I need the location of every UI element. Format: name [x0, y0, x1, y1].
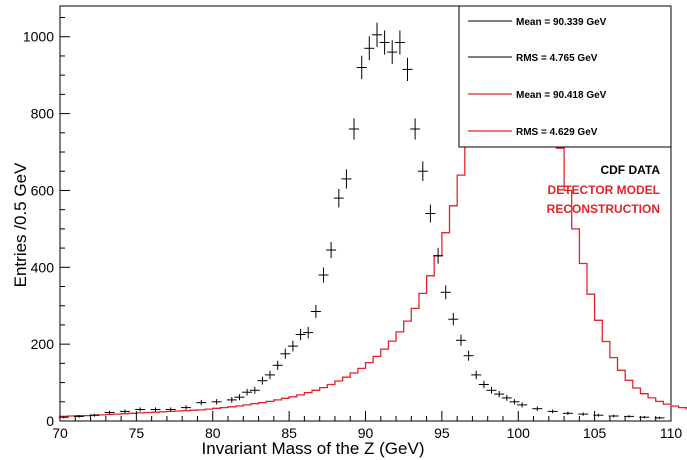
data-point	[532, 406, 543, 411]
data-point	[639, 415, 650, 419]
data-point	[272, 360, 283, 370]
data-point	[402, 57, 413, 81]
data-point	[440, 285, 451, 300]
data-point	[410, 118, 421, 140]
x-tick-label: 90	[358, 425, 374, 441]
data-point	[135, 407, 146, 412]
axes: 70 75 80 85 90 95 100 105 110 0 200 400 600 800 1000	[23, 17, 683, 441]
data-point	[387, 40, 398, 64]
x-tick-label: 95	[434, 425, 450, 441]
data-point	[364, 36, 375, 61]
data-point	[517, 402, 528, 408]
data-point	[181, 405, 191, 410]
x-tick-label: 105	[583, 425, 607, 441]
data-point	[257, 376, 268, 385]
data-point	[478, 380, 489, 389]
y-tick-label: 800	[31, 106, 55, 122]
data-point	[226, 397, 237, 403]
data-point	[234, 394, 245, 401]
x-tick-label: 85	[281, 425, 297, 441]
data-point	[280, 348, 291, 359]
data-point	[417, 161, 428, 181]
data-point	[326, 241, 337, 259]
data-point	[509, 399, 520, 405]
data-point	[456, 334, 466, 346]
data-point	[150, 407, 161, 412]
x-axis-title: Invariant Mass of the Z (GeV)	[202, 439, 425, 458]
data-point	[471, 370, 482, 380]
legend-label-data-rms: RMS = 4.765 GeV	[516, 53, 598, 64]
data-point	[578, 412, 589, 416]
data-point	[287, 340, 298, 352]
legend-box	[458, 5, 672, 148]
data-point	[501, 395, 512, 401]
y-tick-label: 0	[46, 413, 54, 429]
data-point	[196, 399, 207, 406]
model-series	[60, 24, 687, 418]
model-histogram-step	[60, 24, 687, 418]
x-tick-label: 80	[205, 425, 221, 441]
x-tick-label: 100	[507, 425, 531, 441]
legend: Mean = 90.339 GeV RMS = 4.765 GeV Mean =…	[458, 5, 672, 148]
data-point	[89, 413, 100, 417]
y-tick-label: 600	[31, 182, 55, 198]
annotation-detector-model: DETECTOR MODEL	[548, 183, 660, 197]
y-tick-label: 400	[31, 259, 55, 275]
annotation-cdf-data: CDF DATA	[600, 163, 660, 177]
y-tick-label: 200	[31, 336, 55, 352]
data-point	[165, 407, 176, 412]
data-point	[372, 22, 382, 47]
legend-label-model-mean: Mean = 90.418 GeV	[516, 90, 607, 101]
data-point	[562, 411, 573, 415]
data-point	[463, 350, 474, 361]
data-point	[265, 370, 275, 380]
y-axis-title: Entries /0.5 GeV	[11, 162, 30, 287]
data-point	[394, 30, 405, 55]
x-tick-label: 75	[129, 425, 145, 441]
data-point	[249, 386, 260, 394]
data-point	[333, 188, 344, 208]
data-point	[486, 386, 497, 394]
data-point	[448, 312, 459, 326]
data-point	[425, 204, 436, 223]
data-point	[341, 169, 352, 189]
data-point	[349, 118, 359, 140]
data-point	[295, 328, 306, 341]
x-tick-label: 70	[52, 425, 68, 441]
data-point	[303, 326, 314, 339]
data-point	[242, 388, 253, 396]
data-point	[104, 410, 115, 415]
annotation-reconstruction: RECONSTRUCTION	[547, 202, 660, 216]
data-series	[58, 22, 665, 419]
data-point	[547, 409, 558, 414]
x-tick-label: 110	[660, 425, 683, 441]
data-point	[379, 30, 390, 55]
y-tick-label: 1000	[23, 29, 54, 45]
data-point	[119, 409, 130, 414]
data-point	[318, 267, 329, 283]
data-point	[494, 390, 505, 398]
data-point	[310, 305, 321, 318]
data-point	[433, 247, 444, 264]
data-point	[211, 399, 222, 405]
legend-label-data-mean: Mean = 90.339 GeV	[516, 17, 607, 28]
legend-label-model-rms: RMS = 4.629 GeV	[516, 127, 598, 138]
data-point	[356, 55, 367, 80]
